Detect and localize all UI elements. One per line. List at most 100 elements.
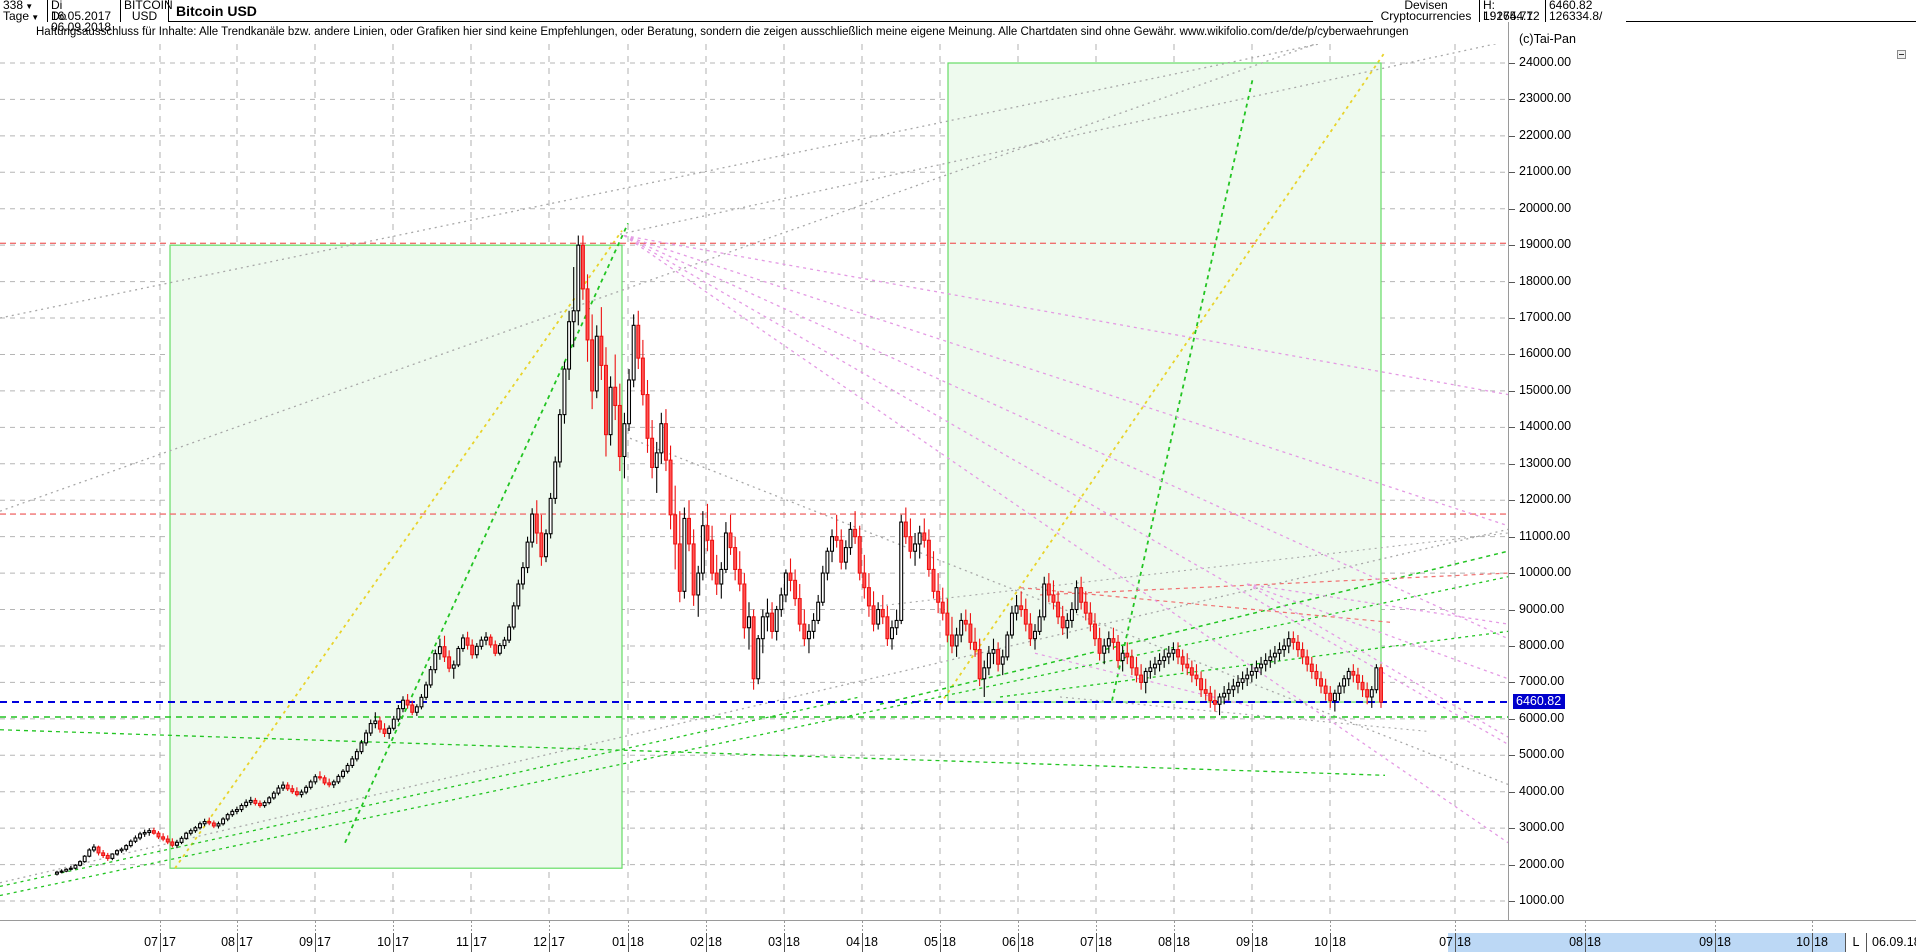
price-tick	[1509, 172, 1515, 174]
date-label-month: 04	[846, 935, 860, 949]
candle-body	[562, 368, 567, 416]
candle-body	[1236, 681, 1240, 687]
candle-body	[73, 864, 78, 869]
volume-value: 126334.8/	[1549, 9, 1603, 23]
market-subcategory: Cryptocurrencies	[1380, 9, 1472, 23]
candle-body	[368, 723, 373, 734]
candle-body	[244, 801, 249, 807]
candle-body	[959, 619, 964, 636]
date-label-month: 07	[1080, 935, 1094, 949]
candle-body	[1125, 652, 1130, 658]
candle-body	[539, 532, 544, 558]
candle-body	[290, 788, 295, 793]
date-label-month: 09	[1236, 935, 1250, 949]
candle-body	[714, 572, 719, 585]
candle-body	[1332, 692, 1337, 702]
price-tick	[1509, 864, 1515, 866]
candle-body	[1009, 612, 1014, 636]
candle-body	[747, 616, 751, 629]
symbol-name: BITCOIN	[124, 0, 173, 12]
date-label-year: 17	[551, 935, 565, 949]
date-label-month: 10	[1796, 935, 1810, 949]
date-tick-mark	[1252, 921, 1253, 932]
candle-body	[530, 513, 535, 543]
date-range-selection[interactable]	[1448, 933, 1855, 952]
candle-body	[179, 837, 184, 843]
candle-body	[890, 627, 894, 640]
candle-body	[516, 583, 521, 607]
candle-body	[857, 536, 862, 574]
candle-body	[285, 784, 290, 790]
date-label-month: 07	[144, 935, 158, 949]
price-axis-label: 12000.00	[1519, 492, 1572, 507]
candle-body	[668, 459, 673, 516]
candle-body	[493, 644, 498, 654]
candle-body	[322, 777, 327, 784]
candle-body	[1268, 656, 1273, 662]
candle-body	[567, 321, 572, 370]
price-axis-label: 20000.00	[1519, 200, 1572, 215]
candle-body	[221, 818, 226, 825]
symbol-cell[interactable]: BITCOIN USD	[121, 0, 173, 22]
candle-body	[1083, 601, 1088, 614]
candle-body	[313, 776, 318, 783]
candle-body	[996, 649, 1001, 665]
candle-body	[1116, 641, 1121, 662]
candle-body	[497, 645, 502, 654]
collapse-icon[interactable]	[1897, 50, 1906, 59]
date-label-month: 08	[1158, 935, 1172, 949]
candle-body	[1162, 656, 1167, 662]
candle-body	[1157, 659, 1162, 665]
chevron-down-icon[interactable]: ▼	[29, 13, 40, 22]
candle-body	[1282, 645, 1287, 651]
current-price-badge[interactable]: 6460.82	[1513, 694, 1566, 710]
candle-body	[202, 821, 207, 825]
candle-body	[341, 770, 346, 777]
date-label-month: 08	[1569, 935, 1583, 949]
candle-body	[405, 699, 410, 706]
chart-plot-area[interactable]	[0, 44, 1508, 920]
candle-body	[710, 539, 715, 574]
candle-body	[207, 821, 212, 824]
candle-body	[520, 567, 525, 585]
candle-body	[248, 799, 253, 803]
candle-body	[156, 832, 161, 838]
candle-body	[234, 808, 239, 812]
bars-count-selector[interactable]: 338 ▼ Tage ▼	[0, 0, 48, 22]
last-volume-cell: 6460.82 126334.8/	[1546, 0, 1626, 22]
candle-body	[1355, 674, 1360, 683]
price-axis[interactable]: (c)Tai-Pan 24000.00 23000.00 22000.00 21000…	[1508, 22, 1916, 920]
candle-body	[1166, 652, 1171, 658]
candle-body	[1346, 670, 1351, 680]
axis-lock-flag[interactable]: L	[1845, 933, 1867, 952]
magenta-small	[1034, 652, 1251, 707]
candle-body	[262, 802, 267, 807]
chevron-down-icon[interactable]: ▼	[23, 2, 34, 11]
top-toolbar: 338 ▼ Tage ▼ Di 16.05.2017 Do 06.09.2018…	[0, 0, 1916, 33]
price-axis-label: 11000.00	[1519, 528, 1571, 543]
candle-body	[968, 623, 973, 643]
candle-body	[377, 720, 382, 730]
date-tick-separator	[315, 933, 316, 952]
candle-body	[603, 364, 608, 436]
candle-body	[101, 852, 106, 857]
candle-body	[151, 830, 156, 834]
date-tick-mark	[628, 921, 629, 932]
candle-body	[1185, 663, 1190, 669]
date-label-month: 06	[1002, 935, 1016, 949]
candle-body	[1328, 692, 1333, 702]
date-axis[interactable]: 07 17 08 17 09 17 10 17 11 17 12 17 01 18 02 18 03 18 04 18…	[0, 920, 1916, 952]
candle-body	[174, 841, 179, 846]
candle-body	[281, 784, 286, 789]
candle-body	[1180, 656, 1185, 665]
candle-body	[673, 514, 678, 545]
date-tick-mark	[1018, 921, 1019, 932]
candle-body	[1088, 612, 1093, 625]
green-downslope	[0, 729, 1386, 776]
price-axis-label: 16000.00	[1519, 346, 1572, 361]
date-range-field[interactable]: Di 16.05.2017 Do 06.09.2018	[48, 0, 121, 33]
price-tick	[1509, 245, 1515, 247]
candle-body	[502, 639, 507, 647]
candle-body	[742, 583, 747, 629]
date-label-month: 09	[1699, 935, 1713, 949]
